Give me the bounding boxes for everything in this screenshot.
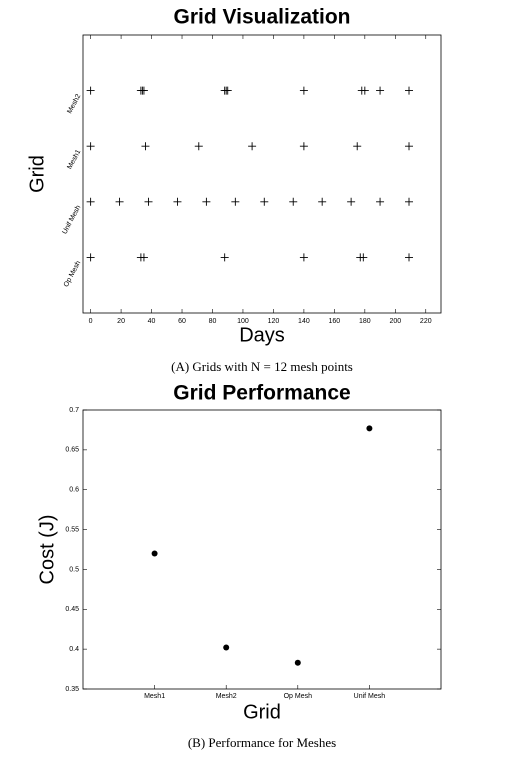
plus-marker xyxy=(115,197,124,206)
x-tick-label: Mesh1 xyxy=(144,693,165,700)
x-tick-label: 200 xyxy=(389,318,401,325)
plus-marker xyxy=(144,197,153,206)
plus-marker xyxy=(405,142,414,151)
plus-marker xyxy=(202,197,211,206)
caption: (A) Grids with N = 12 mesh points xyxy=(171,359,353,374)
plus-marker xyxy=(194,142,203,151)
y-tick-label: 0.4 xyxy=(69,646,79,653)
y-axis-label: Cost (J) xyxy=(36,515,58,585)
x-tick-label: Unif Mesh xyxy=(354,693,386,700)
plus-marker xyxy=(299,142,308,151)
chart-title: Grid Visualization xyxy=(174,6,351,29)
y-tick-label: 0.7 xyxy=(69,407,79,414)
point xyxy=(223,644,230,651)
plus-marker xyxy=(299,253,308,262)
plus-marker xyxy=(405,253,414,262)
plus-marker xyxy=(405,197,414,206)
x-tick-label: 220 xyxy=(420,318,432,325)
plus-marker xyxy=(173,197,182,206)
x-tick-label: 0 xyxy=(89,318,93,325)
x-tick-label: 100 xyxy=(237,318,249,325)
plus-marker xyxy=(360,86,369,95)
plus-marker xyxy=(139,253,148,262)
plot-frame xyxy=(82,409,442,690)
plus-marker xyxy=(376,86,385,95)
plus-marker xyxy=(86,253,95,262)
plus-marker xyxy=(405,86,414,95)
plus-marker xyxy=(260,197,269,206)
point xyxy=(151,550,158,557)
plus-marker xyxy=(231,197,240,206)
y-tick-label: 0.35 xyxy=(65,686,79,693)
x-tick-label: 160 xyxy=(329,318,341,325)
chart-title: Grid Performance xyxy=(173,382,350,405)
x-axis-label: Grid xyxy=(243,701,281,723)
plus-marker xyxy=(220,253,229,262)
plus-marker xyxy=(359,253,368,262)
x-tick-label: 80 xyxy=(209,318,217,325)
plot-frame xyxy=(82,34,442,314)
plus-marker xyxy=(376,197,385,206)
y-tick-label: 0.6 xyxy=(69,487,79,494)
y-tick-label: 0.45 xyxy=(65,606,79,613)
x-tick-label: Op Mesh xyxy=(284,693,313,700)
plus-marker xyxy=(353,142,362,151)
x-tick-label: 20 xyxy=(117,318,125,325)
plus-marker xyxy=(86,197,95,206)
plus-marker xyxy=(86,86,95,95)
plus-marker xyxy=(347,197,356,206)
point xyxy=(294,659,301,666)
point xyxy=(366,425,373,432)
x-tick-label: 120 xyxy=(268,318,280,325)
x-tick-label: 180 xyxy=(359,318,371,325)
x-tick-label: 140 xyxy=(298,318,310,325)
plus-marker xyxy=(141,142,150,151)
y-tick-label: 0.5 xyxy=(69,566,79,573)
y-axis-label: Grid xyxy=(26,155,48,193)
y-tick-label: 0.55 xyxy=(65,526,79,533)
y-tick-label: 0.65 xyxy=(65,447,79,454)
x-axis-label: Days xyxy=(239,324,285,346)
plus-marker xyxy=(223,86,232,95)
y-tick-label: Mesh1 xyxy=(66,149,82,171)
caption: (B) Performance for Meshes xyxy=(188,735,336,750)
plus-marker xyxy=(289,197,298,206)
plus-marker xyxy=(299,86,308,95)
plus-marker xyxy=(139,86,148,95)
y-tick-label: Mesh2 xyxy=(66,93,82,115)
x-tick-label: 40 xyxy=(148,318,156,325)
x-tick-label: Mesh2 xyxy=(216,693,237,700)
x-tick-label: 60 xyxy=(178,318,186,325)
plus-marker xyxy=(86,142,95,151)
y-tick-label: Unif Mesh xyxy=(61,204,82,235)
plus-marker xyxy=(248,142,257,151)
plus-marker xyxy=(318,197,327,206)
y-tick-label: Op Mesh xyxy=(63,260,83,288)
